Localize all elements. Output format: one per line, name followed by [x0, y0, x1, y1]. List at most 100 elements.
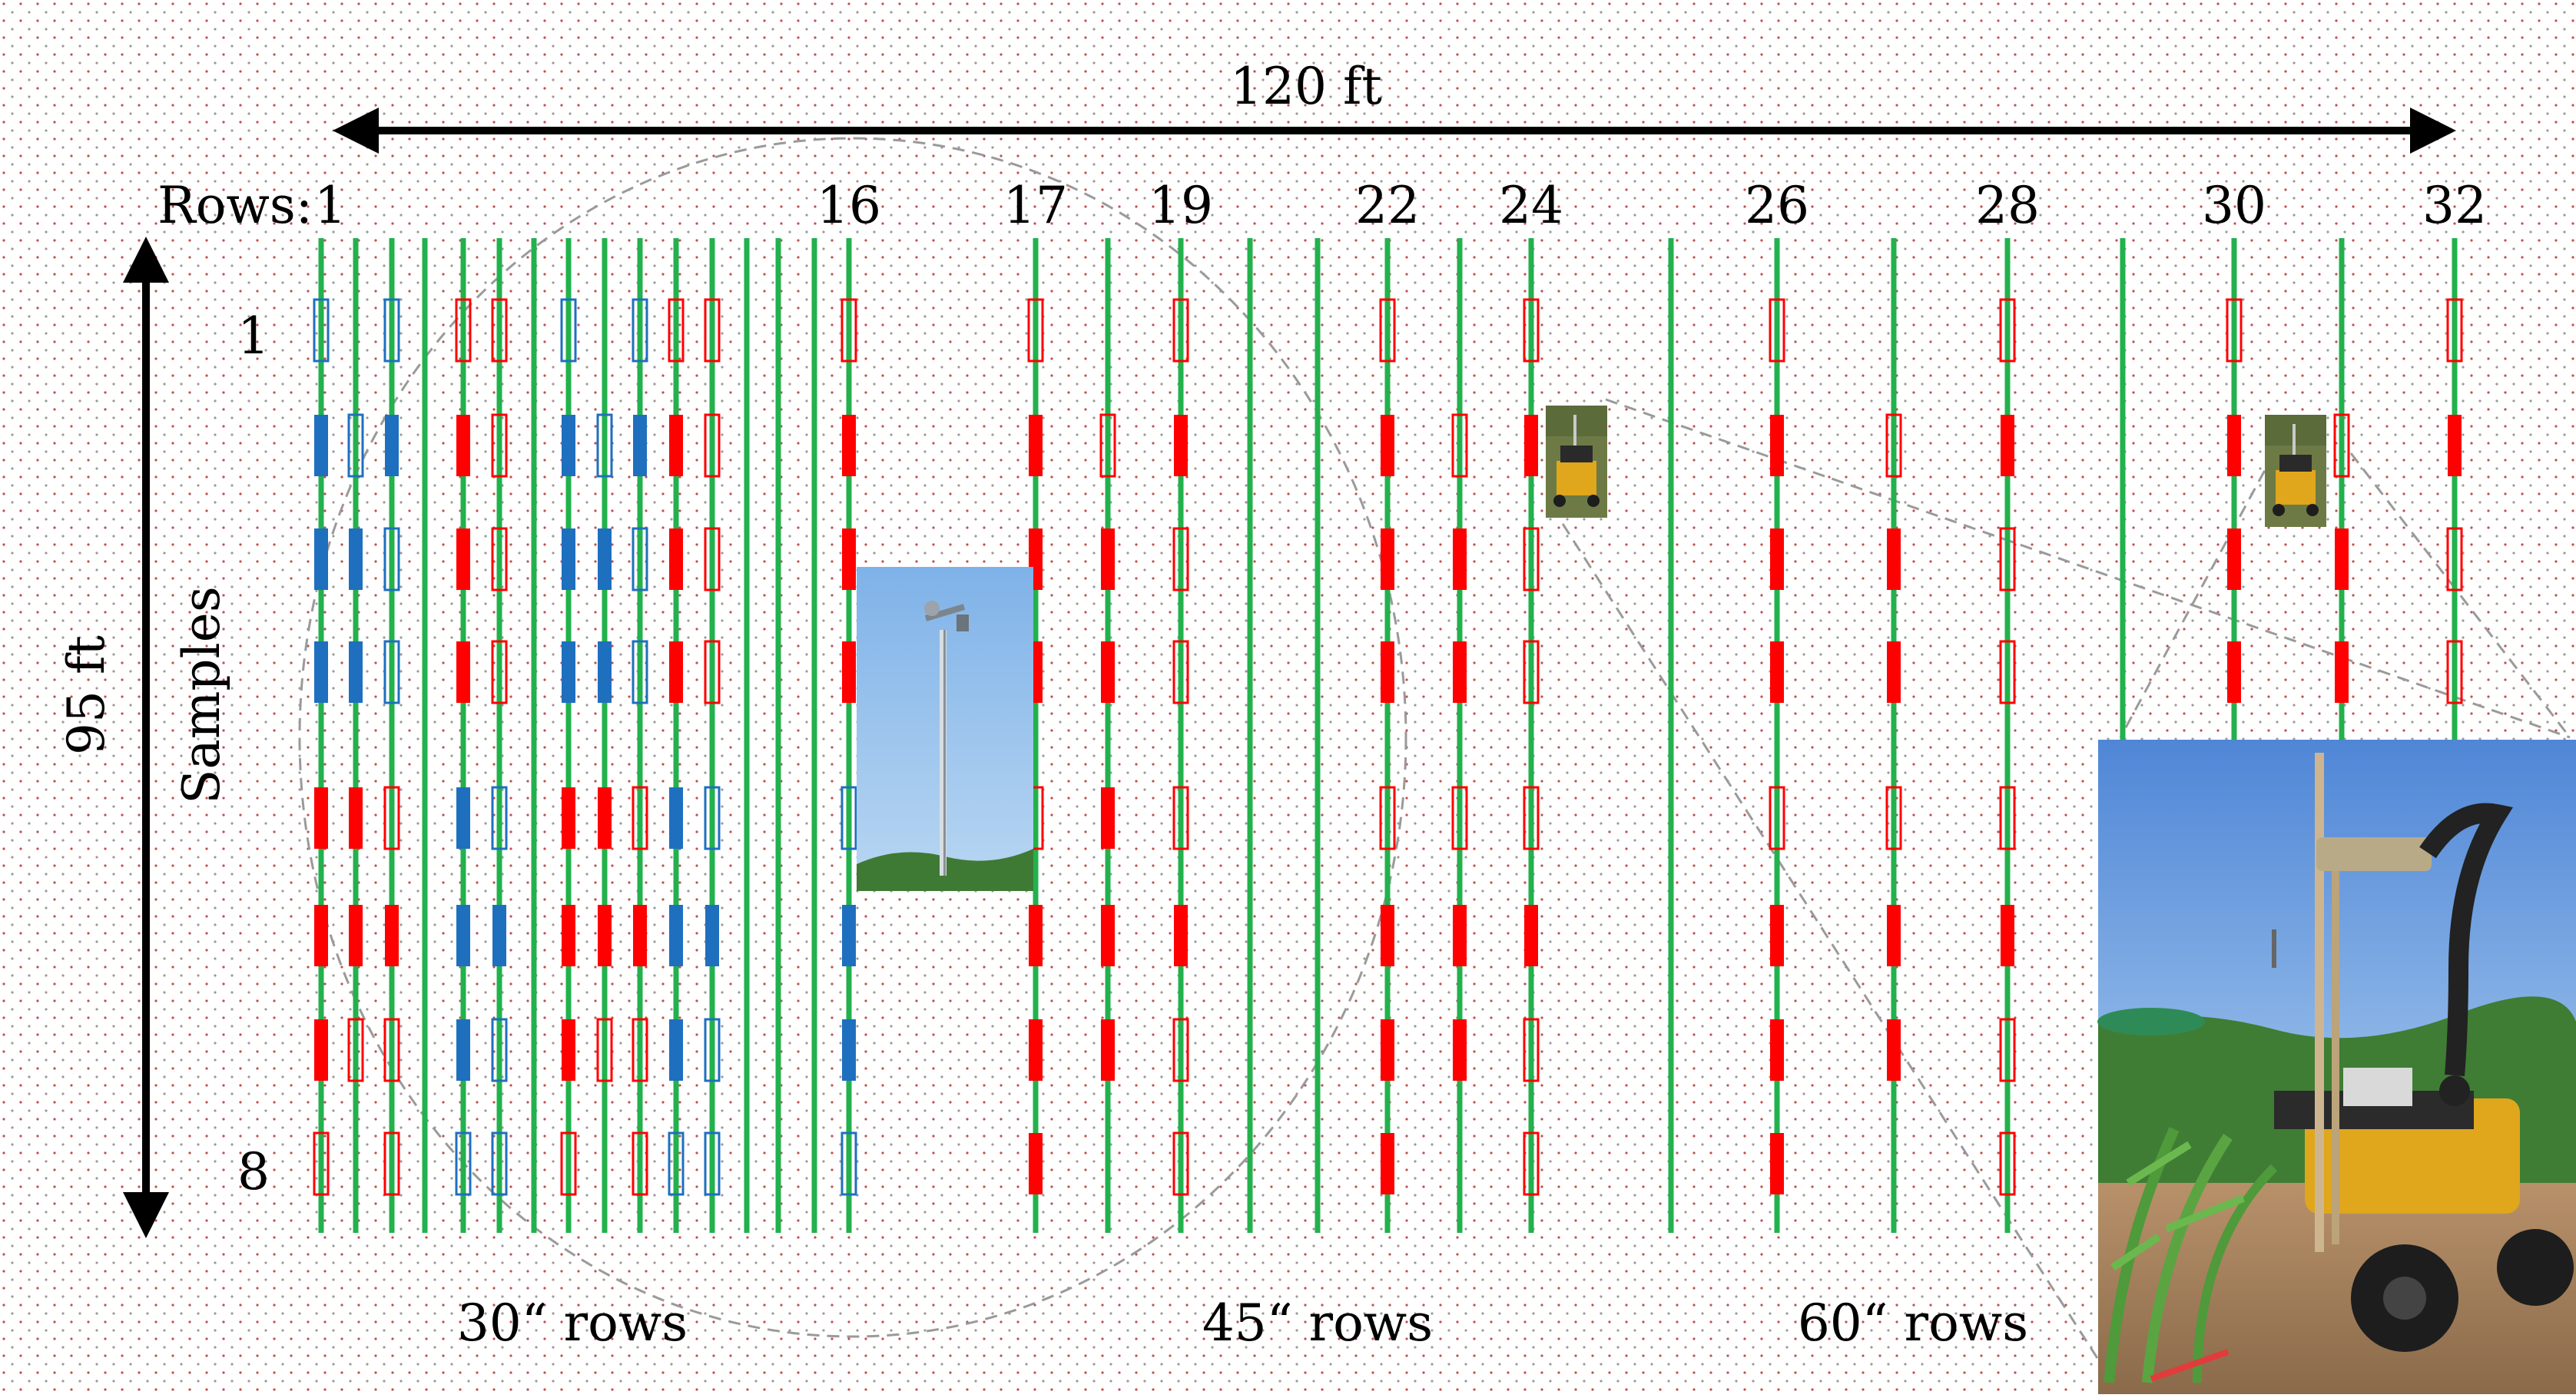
sample-marker-outlined	[1099, 413, 1116, 478]
dashed-line	[1605, 398, 2571, 739]
sample-marker-outlined	[1523, 786, 1540, 850]
dashed-line	[2119, 452, 2276, 738]
sample-marker-outlined	[2333, 413, 2350, 478]
sample-marker-outlined	[347, 413, 364, 478]
sample-marker-outlined	[1523, 640, 1540, 704]
sample-marker-outlined	[560, 1131, 577, 1196]
section-label-30: 30“ rows	[457, 1294, 688, 1353]
row-number-label: 24	[1499, 176, 1563, 235]
sample-marker-outlined	[2446, 527, 2463, 591]
sample-marker-filled	[598, 528, 612, 590]
sample-marker-filled	[1887, 528, 1901, 590]
dashed-line	[1550, 506, 2122, 1395]
sample-marker-filled	[456, 641, 470, 703]
sample-marker-filled	[1101, 1019, 1115, 1081]
sample-marker-filled	[562, 787, 575, 849]
section-label-45: 45“ rows	[1202, 1294, 1433, 1353]
sample-marker-filled	[2335, 528, 2349, 590]
sample-marker-filled	[1453, 905, 1467, 966]
robot-photo-small-1	[1546, 406, 1607, 518]
dashed-ellipse	[298, 137, 1407, 1338]
sample-marker-filled	[1381, 528, 1394, 590]
sample-marker-filled	[633, 905, 647, 966]
sample-marker-outlined	[491, 640, 508, 704]
sample-marker-outlined	[2446, 298, 2463, 363]
sample-marker-filled	[1381, 1133, 1394, 1194]
sample-marker-outlined	[1172, 640, 1189, 704]
sample-marker-filled	[598, 905, 612, 966]
sample-marker-filled	[1453, 641, 1467, 703]
sample-marker-outlined	[1885, 786, 1902, 850]
sample-marker-outlined	[1999, 1018, 2016, 1082]
sample-marker-filled	[669, 1019, 683, 1081]
sample-marker-filled	[349, 641, 363, 703]
sample-marker-filled	[1887, 905, 1901, 966]
sample-marker-filled	[2335, 641, 2349, 703]
sample-marker-filled	[705, 905, 719, 966]
sample-marker-outlined	[455, 1131, 472, 1196]
sample-marker-filled	[598, 787, 612, 849]
sample-marker-outlined	[383, 640, 400, 704]
sample-marker-filled	[842, 1019, 856, 1081]
sample-marker-filled	[1381, 905, 1394, 966]
sample-marker-outlined	[632, 298, 648, 363]
sample-marker-outlined	[1769, 786, 1785, 850]
sample-marker-filled	[669, 528, 683, 590]
sample-marker-filled	[1770, 528, 1784, 590]
sample-label-last: 8	[237, 1142, 270, 1201]
sample-marker-outlined	[1523, 1018, 1540, 1082]
sample-marker-outlined	[632, 640, 648, 704]
sample-marker-outlined	[491, 298, 508, 363]
row-number-label: 1	[314, 176, 346, 235]
sample-marker-filled	[669, 641, 683, 703]
sample-marker-filled	[314, 415, 328, 476]
sample-marker-outlined	[1523, 1131, 1540, 1196]
sample-marker-filled	[1770, 415, 1784, 476]
sample-marker-filled	[669, 415, 683, 476]
height-label: 95 ft	[57, 635, 116, 755]
sample-marker-filled	[2448, 415, 2462, 476]
sample-marker-filled	[314, 641, 328, 703]
sample-marker-filled	[1101, 905, 1115, 966]
sample-marker-outlined	[2446, 640, 2463, 704]
section-label-60: 60“ rows	[1798, 1294, 2028, 1353]
sample-marker-outlined	[1379, 786, 1396, 850]
sample-marker-filled	[2227, 528, 2241, 590]
sample-marker-filled	[385, 905, 399, 966]
sample-marker-filled	[562, 641, 575, 703]
sample-marker-filled	[456, 1019, 470, 1081]
sample-marker-filled	[1174, 905, 1188, 966]
sample-marker-filled	[562, 1019, 575, 1081]
sample-marker-filled	[1029, 415, 1043, 476]
sample-marker-filled	[314, 528, 328, 590]
row-number-label: 17	[1003, 176, 1068, 235]
width-label: 120 ft	[1230, 57, 1382, 116]
sample-marker-filled	[562, 415, 575, 476]
sample-marker-filled	[349, 528, 363, 590]
sample-marker-outlined	[704, 527, 721, 591]
rows-prefix-label: Rows:	[157, 176, 313, 235]
sample-marker-outlined	[840, 1131, 857, 1196]
sample-marker-outlined	[840, 298, 857, 363]
sample-marker-filled	[1101, 641, 1115, 703]
sample-marker-filled	[1770, 1133, 1784, 1194]
sample-marker-outlined	[1172, 1131, 1189, 1196]
sample-marker-filled	[1029, 1133, 1043, 1194]
sample-marker-outlined	[1523, 527, 1540, 591]
sample-markers	[313, 298, 2463, 1196]
row-number-label: 22	[1355, 176, 1420, 235]
sample-marker-outlined	[560, 298, 577, 363]
sample-marker-filled	[562, 905, 575, 966]
samples-label: Samples	[172, 586, 231, 803]
sample-marker-outlined	[383, 298, 400, 363]
sample-marker-outlined	[632, 1131, 648, 1196]
sample-marker-outlined	[668, 1131, 685, 1196]
sample-marker-outlined	[383, 786, 400, 850]
sample-marker-outlined	[1999, 1131, 2016, 1196]
row-number-label: 30	[2202, 176, 2266, 235]
sample-marker-filled	[2227, 641, 2241, 703]
sample-marker-filled	[1453, 1019, 1467, 1081]
sensor-tower-photo	[857, 567, 1033, 891]
